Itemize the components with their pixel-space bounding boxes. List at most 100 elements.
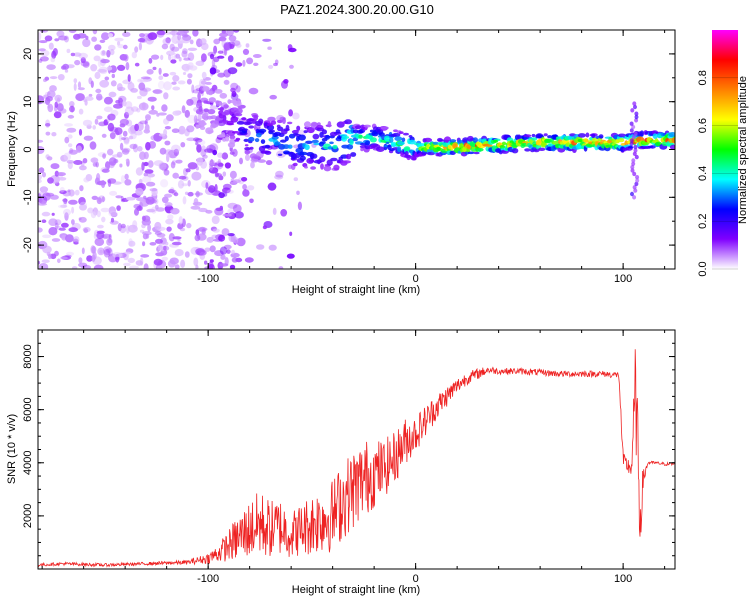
heatmap-cell (127, 82, 135, 91)
heatmap-cell (269, 94, 278, 100)
heatmap-cell (94, 238, 105, 246)
heatmap-cell (173, 192, 179, 197)
heatmap-cell (158, 67, 162, 75)
heatmap-cell (523, 134, 532, 138)
heatmap-cell (164, 126, 171, 130)
heatmap-cell (437, 139, 446, 142)
heatmap-cell (41, 259, 50, 264)
heatmap-cell (103, 246, 112, 256)
heatmap-cell (53, 111, 62, 119)
heatmap-cell (43, 78, 47, 83)
heatmap-cell (227, 208, 235, 215)
heatmap-cell (196, 157, 204, 166)
heatmap-cell (258, 118, 264, 125)
heatmap-cell (199, 38, 207, 46)
heatmap-cell (63, 208, 71, 216)
heatmap-cell (144, 124, 150, 132)
heatmap-cell (346, 144, 354, 150)
heatmap-cell (241, 177, 248, 182)
heatmap-cell (106, 49, 111, 58)
heatmap-cell (214, 120, 220, 125)
heatmap-cell (92, 251, 97, 260)
heatmap-cell (204, 148, 214, 153)
heatmap-cell (350, 152, 357, 157)
colorbar-ticks: 0.0 0.2 0.4 0.6 0.8 (697, 70, 738, 277)
heatmap-cell (181, 50, 188, 58)
heatmap-cell (64, 212, 69, 221)
heatmap-cell (127, 224, 138, 233)
heatmap-cell (169, 43, 175, 51)
heatmap-cell (213, 45, 218, 54)
heatmap-cell (183, 57, 191, 61)
heatmap-cell (39, 186, 49, 193)
heatmap-cell (213, 38, 221, 45)
heatmap-cell (46, 64, 56, 70)
heatmap-cell (104, 76, 110, 81)
heatmap-cell (401, 137, 406, 143)
heatmap-cell (228, 43, 235, 50)
heatmap-cell (56, 97, 61, 105)
heatmap-cell (199, 119, 206, 127)
heatmap-cell (90, 63, 98, 72)
heatmap-cell (257, 159, 266, 163)
heatmap-cell (79, 165, 87, 171)
heatmap-cell (200, 126, 206, 130)
heatmap-cell (49, 85, 57, 92)
heatmap-cell (68, 30, 77, 34)
heatmap-cell (149, 188, 158, 192)
heatmap-cell (360, 147, 364, 152)
heatmap-cell (583, 138, 589, 143)
heatmap-cell (99, 249, 103, 254)
colorbar-strip (712, 30, 738, 269)
heatmap-cell (218, 192, 225, 199)
heatmap-cell (93, 264, 104, 269)
heatmap-cell (187, 73, 193, 79)
heatmap-cell (140, 254, 150, 258)
heatmap-cell (41, 211, 51, 217)
heatmap-cell (210, 115, 218, 120)
heatmap-cell (452, 142, 458, 149)
heatmap-cell (473, 151, 480, 155)
heatmap-cell (151, 54, 160, 60)
heatmap-cell (239, 157, 243, 165)
heatmap-cell (214, 172, 219, 178)
heatmap-cell (123, 54, 129, 62)
colorbar-tick-label: 0.0 (697, 261, 709, 276)
heatmap-cell (244, 147, 251, 151)
heatmap-cell (65, 234, 74, 243)
heatmap-cell (148, 57, 153, 64)
heatmap-cell (126, 196, 136, 201)
heatmap-cell (182, 72, 187, 75)
heatmap-cell (90, 157, 99, 163)
heatmap-cell (78, 128, 83, 136)
heatmap-cell (146, 173, 155, 178)
heatmap-cell (493, 139, 498, 143)
colorbar-tick-label: 0.2 (697, 214, 709, 229)
heatmap-cell (274, 59, 279, 65)
heatmap-cell (68, 143, 73, 148)
heatmap-cell (174, 264, 180, 269)
heatmap-cell (632, 195, 637, 200)
heatmap-cell (45, 96, 53, 102)
heatmap-cell (73, 78, 78, 84)
heatmap-cell (311, 153, 318, 159)
heatmap-cell (78, 52, 88, 60)
heatmap-cell (193, 257, 199, 267)
heatmap-cell (97, 69, 107, 73)
heatmap-cell (186, 98, 194, 106)
heatmap-cell (48, 42, 54, 50)
heatmap-cell (178, 216, 183, 225)
heatmap-cell (81, 247, 85, 255)
heatmap-cell (166, 153, 170, 163)
heatmap-cell (143, 172, 148, 177)
heatmap-cell (141, 215, 146, 222)
heatmap-cell (298, 134, 306, 141)
heatmap-cell (118, 134, 123, 142)
heatmap-cell (83, 135, 94, 141)
heatmap-cell (288, 47, 297, 53)
heatmap-cell (79, 204, 87, 211)
heatmap-cell (449, 139, 457, 143)
heatmap-cell (233, 100, 242, 107)
heatmap-cell (47, 177, 54, 184)
heatmap-cell (52, 48, 58, 56)
